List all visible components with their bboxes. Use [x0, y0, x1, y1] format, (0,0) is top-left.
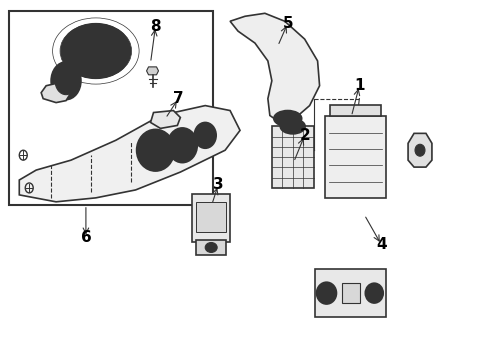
Ellipse shape	[320, 286, 333, 301]
Ellipse shape	[317, 282, 337, 304]
Ellipse shape	[274, 111, 302, 126]
Bar	[324, 117, 386, 198]
Ellipse shape	[61, 24, 131, 78]
Ellipse shape	[172, 133, 193, 157]
Ellipse shape	[168, 128, 197, 163]
Polygon shape	[150, 111, 180, 129]
Text: 6: 6	[80, 230, 91, 245]
Bar	[196, 239, 226, 255]
Ellipse shape	[76, 36, 116, 66]
Ellipse shape	[415, 144, 425, 156]
Ellipse shape	[142, 136, 169, 165]
Text: 3: 3	[213, 177, 223, 193]
Ellipse shape	[366, 283, 383, 303]
Ellipse shape	[69, 30, 123, 72]
Bar	[315, 269, 386, 317]
Ellipse shape	[205, 243, 217, 252]
Ellipse shape	[195, 122, 216, 148]
Text: 8: 8	[150, 19, 161, 34]
Polygon shape	[41, 83, 71, 103]
Ellipse shape	[137, 129, 174, 171]
Ellipse shape	[51, 62, 81, 100]
Bar	[329, 105, 381, 117]
Ellipse shape	[280, 119, 305, 134]
Polygon shape	[19, 105, 240, 202]
Ellipse shape	[55, 67, 77, 95]
Bar	[196, 202, 226, 231]
Text: 5: 5	[282, 16, 293, 31]
Bar	[9, 11, 213, 205]
Polygon shape	[147, 67, 158, 75]
Bar	[272, 126, 314, 188]
Polygon shape	[230, 13, 319, 122]
Ellipse shape	[369, 287, 380, 300]
Ellipse shape	[197, 126, 213, 144]
Text: 7: 7	[173, 91, 184, 106]
Bar	[343, 283, 360, 303]
Text: 1: 1	[354, 78, 365, 93]
Text: 4: 4	[376, 237, 387, 252]
Text: 2: 2	[299, 128, 310, 143]
Bar	[192, 194, 230, 242]
Polygon shape	[408, 133, 432, 167]
